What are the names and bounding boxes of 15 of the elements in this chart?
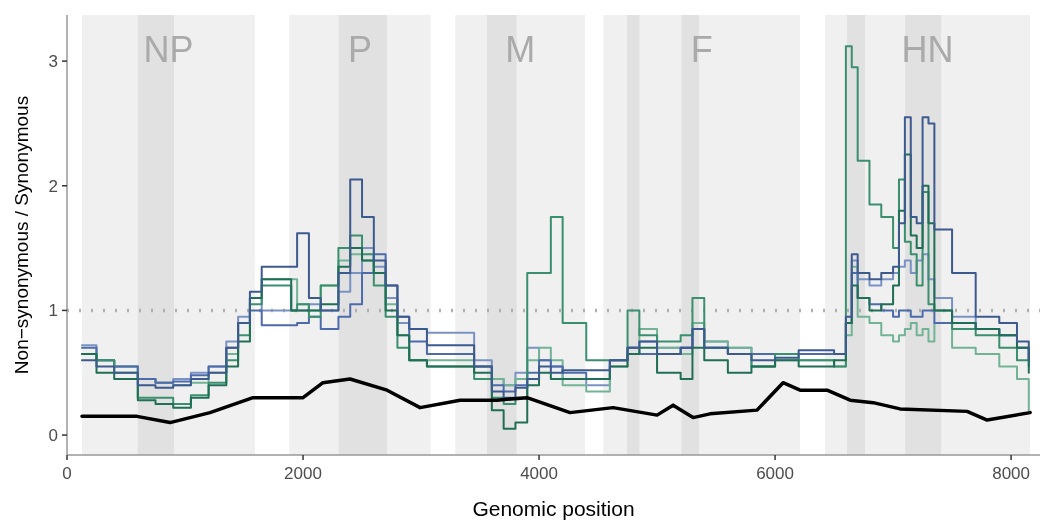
y-tick-label: 3 bbox=[48, 52, 58, 72]
x-tick-label: 0 bbox=[62, 464, 72, 483]
x-axis-title: Genomic position bbox=[472, 497, 635, 520]
band-label: HN bbox=[901, 29, 954, 70]
band-label: NP bbox=[143, 29, 194, 70]
y-tick-label: 2 bbox=[48, 176, 58, 196]
x-tick-label: 8000 bbox=[992, 464, 1030, 483]
y-axis-title: Non−synonymous / Synonymous bbox=[11, 95, 32, 375]
x-tick-label: 2000 bbox=[284, 464, 322, 483]
band-label: F bbox=[690, 29, 713, 70]
y-tick-label: 1 bbox=[48, 301, 58, 321]
x-tick-label: 4000 bbox=[520, 464, 558, 483]
x-tick-label: 6000 bbox=[756, 464, 794, 483]
y-tick-label: 0 bbox=[48, 426, 58, 446]
band-label: M bbox=[505, 29, 536, 70]
